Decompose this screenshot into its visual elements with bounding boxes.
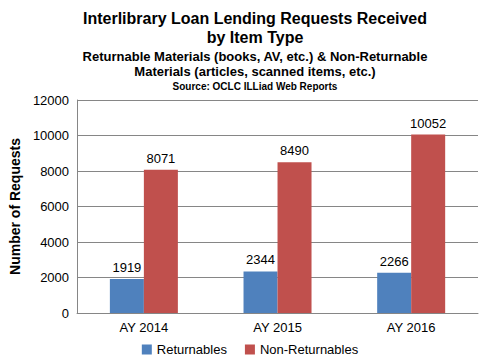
svg-text:Materials (articles, scanned i: Materials (articles, scanned items, etc.… <box>134 64 375 79</box>
svg-text:Returnable Materials (books, A: Returnable Materials (books, AV, etc.) &… <box>83 49 428 64</box>
svg-text:Non-Returnables: Non-Returnables <box>260 342 359 357</box>
svg-text:Returnables: Returnables <box>157 342 228 357</box>
svg-text:8490: 8490 <box>280 143 309 158</box>
svg-text:8071: 8071 <box>146 151 175 166</box>
svg-text:AY 2014: AY 2014 <box>120 320 169 335</box>
svg-text:Number of Requests: Number of Requests <box>7 138 23 275</box>
svg-text:2000: 2000 <box>40 270 69 285</box>
svg-text:1919: 1919 <box>112 260 141 275</box>
svg-text:4000: 4000 <box>40 235 69 250</box>
svg-text:6000: 6000 <box>40 199 69 214</box>
svg-text:Interlibrary Loan Lending Requ: Interlibrary Loan Lending Requests Recei… <box>83 10 427 27</box>
svg-text:AY 2015: AY 2015 <box>253 320 302 335</box>
svg-text:2344: 2344 <box>246 252 275 267</box>
svg-text:2266: 2266 <box>380 254 409 269</box>
svg-text:10052: 10052 <box>410 116 446 131</box>
svg-text:10000: 10000 <box>33 128 69 143</box>
svg-text:0: 0 <box>62 306 69 321</box>
svg-text:Source: OCLC ILLiad Web Report: Source: OCLC ILLiad Web Reports <box>173 81 338 92</box>
svg-text:AY 2016: AY 2016 <box>387 320 436 335</box>
svg-text:12000: 12000 <box>33 93 69 108</box>
svg-text:8000: 8000 <box>40 164 69 179</box>
svg-text:by Item Type: by Item Type <box>207 29 304 46</box>
